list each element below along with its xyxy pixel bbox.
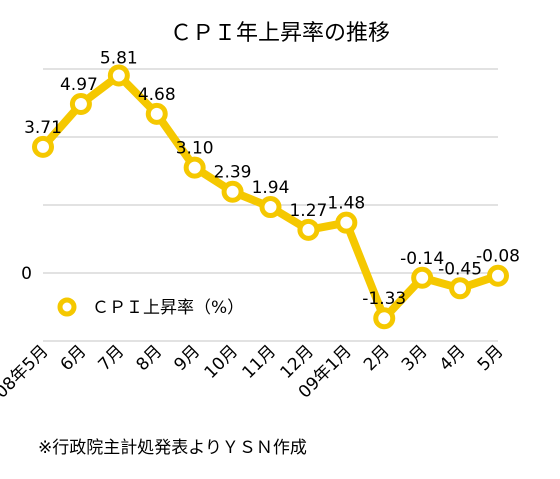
y-tick-label: 0 [21,264,32,284]
data-label: 5.81 [100,48,138,68]
data-point [69,93,92,116]
data-label: -0.08 [476,247,520,267]
data-point [411,266,434,289]
x-tick-label: 2月 [360,341,394,375]
data-point [297,218,320,241]
data-label: 1.48 [327,194,365,214]
legend: ＣＰＩ上昇率（%） [57,297,244,318]
data-label: -1.33 [362,289,406,309]
x-tick-label: 4月 [436,341,470,375]
x-tick-label: 6月 [57,341,91,375]
data-label: -0.14 [400,249,444,269]
data-point [221,180,244,203]
data-point [145,102,168,125]
data-point [335,211,358,234]
data-points [32,64,509,330]
legend-label: ＣＰＩ上昇率（%） [92,298,244,318]
x-tick-label: 8月 [132,341,166,375]
x-tick-label: 08年5月 [0,341,53,402]
data-label: 3.71 [24,118,62,138]
data-labels: 3.71 4.975.814.68 3.102.391.94 1.27 1.48 -1.3… [24,48,520,309]
data-point [183,156,206,179]
data-point [487,264,509,287]
data-label: -0.45 [438,259,482,279]
x-tick-label: 3月 [398,341,432,375]
data-point [32,135,54,158]
data-label: 4.97 [60,75,98,95]
data-label: 1.94 [252,178,290,198]
x-tick-label: 5月 [474,341,508,375]
x-tick-label: 7月 [95,341,129,375]
chart-title: ＣＰＩ年上昇率の推移 [170,21,390,46]
y-axis-ticks: 0 [21,264,32,284]
data-point [107,64,130,87]
legend-marker-icon [57,297,77,317]
data-label: 4.68 [138,85,176,105]
source-note: ※行政院主計処発表よりＹＳＮ作成 [38,438,307,458]
x-tick-label: 11月 [239,341,280,382]
data-label: 3.10 [176,139,214,159]
data-point [449,277,472,300]
x-tick-label: 9月 [170,341,204,375]
data-label: 1.27 [289,201,327,221]
data-point [259,196,282,219]
data-point [373,307,396,330]
data-label: 2.39 [214,163,252,183]
x-tick-label: 10月 [201,341,242,382]
